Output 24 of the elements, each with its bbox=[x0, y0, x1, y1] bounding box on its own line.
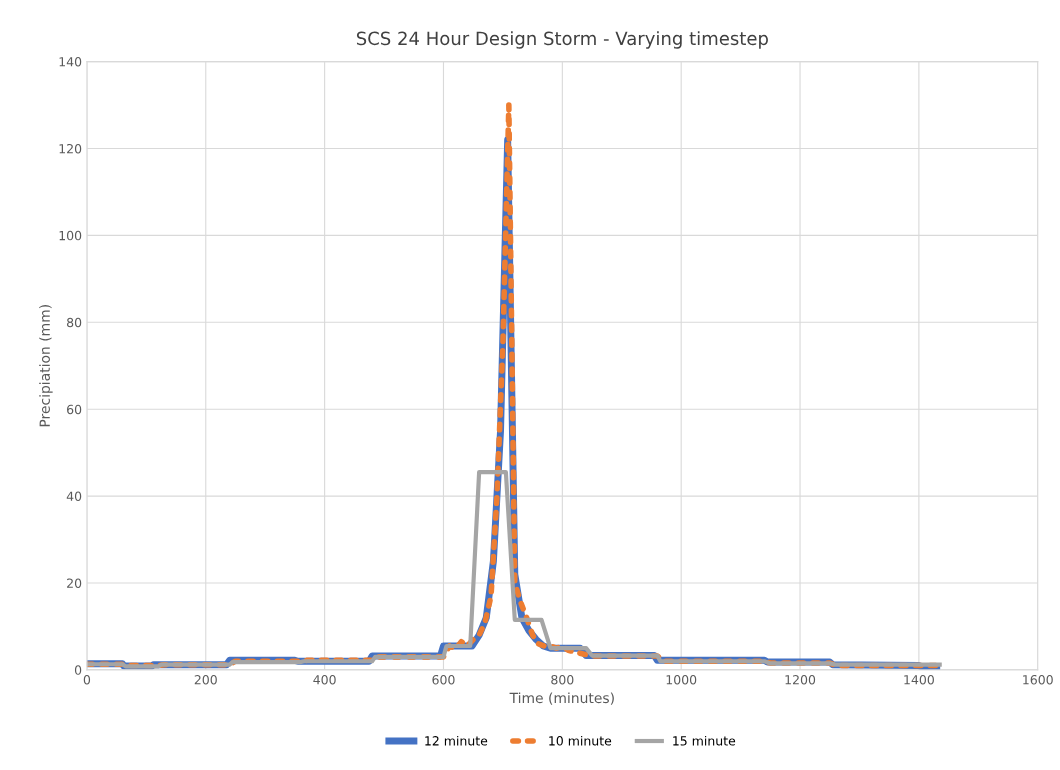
x-tick-label: 1200 bbox=[785, 674, 816, 685]
chart-title: SCS 24 Hour Design Storm - Varying timestep bbox=[356, 31, 768, 49]
x-tick-label: 1400 bbox=[904, 674, 934, 685]
x-tick-label: 1000 bbox=[666, 674, 697, 685]
x-axis-title: Time (minutes) bbox=[509, 692, 614, 705]
legend-label: 12 minute bbox=[425, 735, 488, 746]
x-tick-label: 800 bbox=[551, 674, 574, 685]
y-tick-label: 20 bbox=[67, 578, 82, 588]
legend-label: 10 minute bbox=[549, 735, 612, 746]
line-series bbox=[86, 470, 942, 669]
x-tick-label: 600 bbox=[432, 674, 455, 685]
y-tick-label: 0 bbox=[74, 665, 82, 675]
x-tick-label: 0 bbox=[83, 674, 91, 685]
x-tick-label: 400 bbox=[313, 674, 336, 685]
y-axis-title: Precipiation (mm) bbox=[39, 305, 53, 427]
y-tick-label: 80 bbox=[67, 317, 82, 328]
x-tick-label: 1600 bbox=[1023, 674, 1053, 685]
y-tick-label: 140 bbox=[59, 57, 82, 67]
y-tick-label: 100 bbox=[59, 230, 82, 241]
legend-label: 15 minute bbox=[673, 735, 736, 746]
x-tick-label: 200 bbox=[194, 674, 217, 685]
y-tick-label: 60 bbox=[67, 404, 82, 415]
y-tick-label: 40 bbox=[66, 491, 82, 502]
y-tick-label: 120 bbox=[59, 143, 82, 154]
